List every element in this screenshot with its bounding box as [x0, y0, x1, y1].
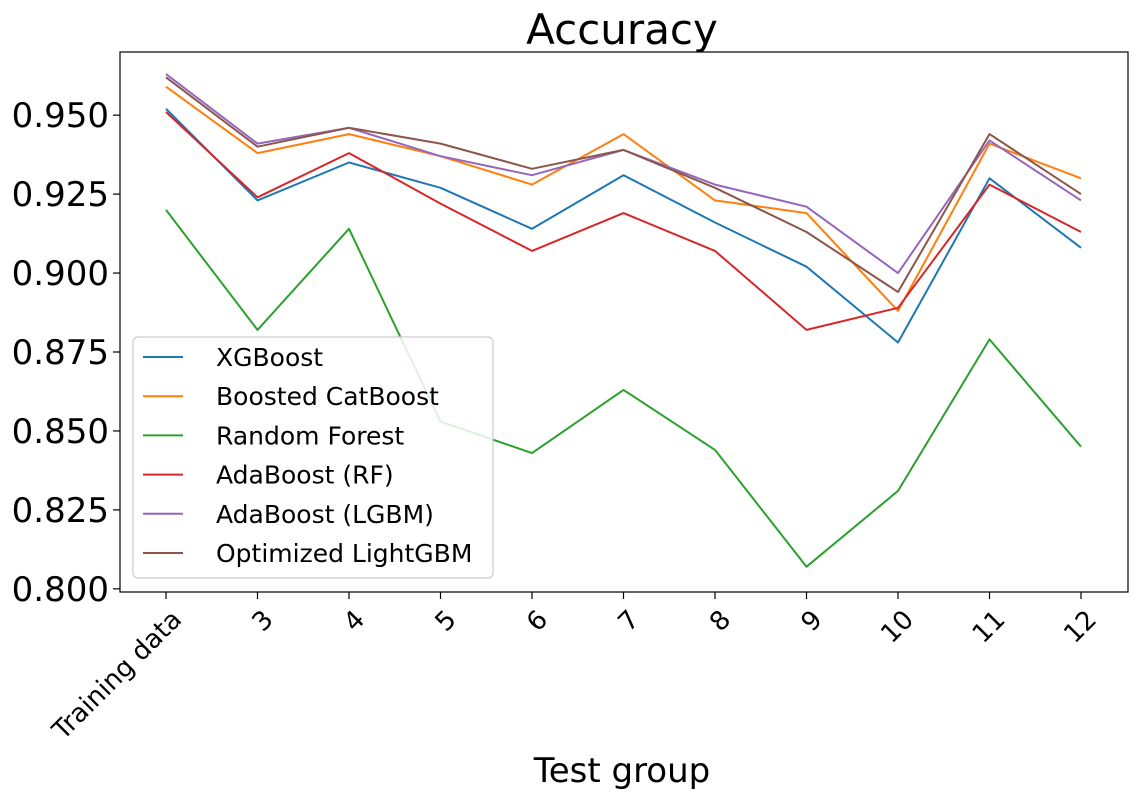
legend: XGBoost Boosted CatBoost Random Forest AdaB…	[132, 336, 494, 579]
x-tick-label: 5	[430, 605, 463, 638]
y-tick-label: 0.800	[12, 570, 109, 610]
y-tick-label: 0.900	[12, 254, 109, 294]
series-line-1	[165, 85, 1082, 312]
y-axis: 0.800 0.825 0.850 0.875 0.900 0.925 0.950	[12, 96, 120, 610]
x-tick-label: Training data	[46, 605, 188, 747]
x-axis-label: Test group	[533, 751, 711, 791]
y-tick-label: 0.950	[12, 96, 109, 136]
x-tick-label: 8	[704, 605, 737, 638]
legend-label-1: Boosted CatBoost	[216, 382, 439, 411]
legend-label-4: AdaBoost (LGBM)	[216, 500, 434, 529]
x-tick-label: 4	[338, 605, 371, 638]
legend-label-5: Optimized LightGBM	[216, 539, 472, 568]
y-tick-label: 0.850	[12, 412, 109, 452]
series-line-4	[165, 73, 1082, 275]
x-tick-label: 10	[875, 605, 920, 650]
x-tick-label: 3	[247, 605, 280, 638]
series-line-0	[165, 108, 1082, 344]
x-tick-label: 7	[613, 605, 646, 638]
series-line-3	[165, 111, 1082, 331]
x-tick-label: 11	[967, 605, 1012, 650]
x-axis: Training data 3 4 5 6 7 8 9 10 11 12	[46, 592, 1103, 746]
x-tick-label: 6	[521, 605, 554, 638]
series-line-5	[165, 76, 1082, 293]
legend-label-0: XGBoost	[216, 343, 323, 372]
x-tick-label: 12	[1058, 605, 1103, 650]
legend-label-2: Random Forest	[216, 421, 404, 450]
legend-frame	[132, 336, 494, 579]
series-lines	[165, 73, 1082, 568]
y-tick-label: 0.925	[12, 175, 109, 215]
y-tick-label: 0.825	[12, 491, 109, 531]
chart-title: Accuracy	[526, 5, 718, 54]
series-line-2	[165, 209, 1082, 568]
y-tick-label: 0.875	[12, 333, 109, 373]
legend-label-3: AdaBoost (RF)	[216, 461, 394, 490]
x-tick-label: 9	[796, 605, 829, 638]
